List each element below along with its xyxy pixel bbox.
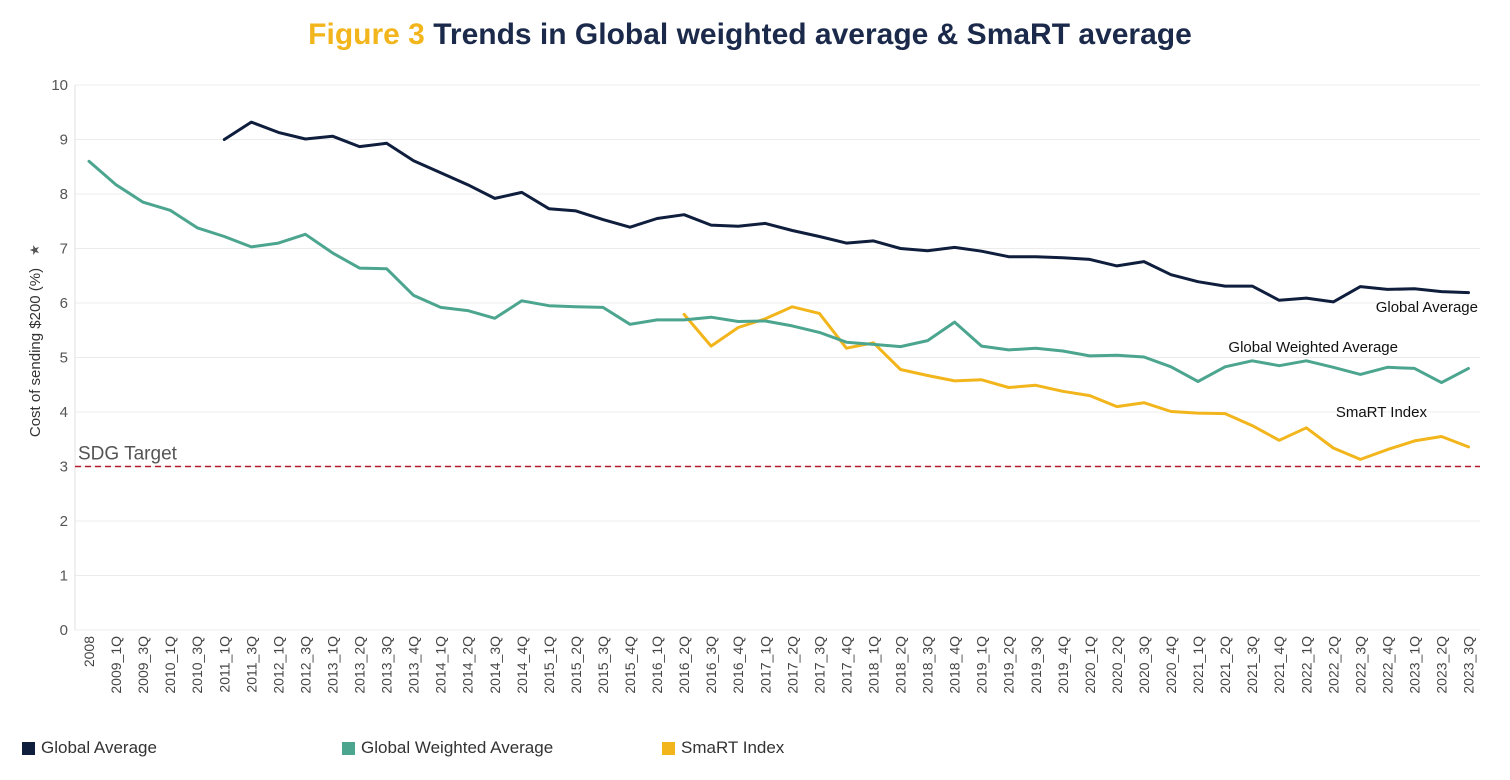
x-tick-label: 2017_4Q	[838, 636, 854, 694]
x-tick-label: 2017_1Q	[757, 636, 773, 694]
legend-swatch	[22, 741, 35, 755]
x-tick-label: 2016_1Q	[649, 636, 665, 694]
x-tick-label: 2019_1Q	[974, 636, 990, 694]
x-tick-label: 2022_3Q	[1352, 636, 1368, 694]
x-tick-label: 2016_3Q	[703, 636, 719, 694]
y-axis-label: Cost of sending $200 (%)	[27, 268, 44, 437]
x-tick-label: 2012_1Q	[270, 636, 286, 694]
x-tick-label: 2017_2Q	[784, 636, 800, 694]
x-tick-label: 2018_3Q	[920, 636, 936, 694]
y-tick-label: 10	[51, 77, 68, 94]
x-tick-label: 2019_2Q	[1001, 636, 1017, 694]
x-tick-label: 2013_4Q	[406, 636, 422, 694]
x-tick-label: 2020_3Q	[1136, 636, 1152, 694]
series-annotation: SmaRT Index	[1336, 404, 1428, 421]
x-tick-label: 2018_2Q	[893, 636, 909, 694]
x-tick-label: 2020_4Q	[1163, 636, 1179, 694]
x-tick-label: 2015_3Q	[595, 636, 611, 694]
x-tick-label: 2013_3Q	[379, 636, 395, 694]
x-tick-label: 2015_1Q	[541, 636, 557, 694]
x-tick-label: 2008	[81, 636, 97, 667]
x-tick-label: 2023_3Q	[1461, 636, 1477, 694]
legend-item-smart-index: SmaRT Index	[662, 738, 784, 758]
legend-label: SmaRT Index	[681, 738, 785, 757]
y-tick-label: 7	[60, 241, 68, 258]
x-tick-label: 2009_3Q	[135, 636, 151, 694]
figure-number: Figure 3	[308, 18, 425, 51]
x-tick-label: 2016_4Q	[730, 636, 746, 694]
legend: Global Average Global Weighted Average S…	[22, 738, 922, 764]
x-tick-label: 2019_3Q	[1028, 636, 1044, 694]
series-annotation: Global Average	[1376, 299, 1478, 316]
x-tick-label: 2015_4Q	[622, 636, 638, 694]
y-tick-label: 6	[60, 295, 68, 312]
y-tick-label: 5	[60, 350, 68, 367]
x-tick-label: 2021_2Q	[1217, 636, 1233, 694]
x-tick-label: 2023_2Q	[1434, 636, 1450, 694]
series-line-global-weighted-average	[87, 159, 1470, 385]
series-line-global-average	[222, 120, 1470, 304]
x-tick-label: 2010_1Q	[162, 636, 178, 694]
legend-item-global-average: Global Average	[22, 738, 157, 758]
x-tick-label: 2011_3Q	[243, 636, 259, 693]
x-tick-label: 2021_3Q	[1244, 636, 1260, 694]
y-tick-label: 2	[60, 513, 68, 530]
x-tick-label: 2018_1Q	[865, 636, 881, 694]
chart-title: Figure 3 Trends in Global weighted avera…	[0, 18, 1500, 52]
series-annotation: Global Weighted Average	[1228, 339, 1398, 356]
figure-title: Trends in Global weighted average & SmaR…	[433, 18, 1192, 51]
x-tick-label: 2009_1Q	[108, 636, 124, 694]
x-tick-label: 2020_1Q	[1082, 636, 1098, 694]
y-tick-label: 9	[60, 132, 68, 149]
x-tick-label: 2022_4Q	[1379, 636, 1395, 694]
y-tick-label: 0	[60, 622, 68, 639]
legend-swatch	[342, 741, 355, 755]
legend-item-global-weighted-average: Global Weighted Average	[342, 738, 553, 758]
y-tick-label: 8	[60, 186, 68, 203]
x-tick-label: 2015_2Q	[568, 636, 584, 694]
y-tick-label: 4	[60, 404, 68, 421]
x-tick-label: 2011_1Q	[216, 636, 232, 693]
x-tick-label: 2014_2Q	[460, 636, 476, 694]
series-line-smart-index	[682, 305, 1470, 461]
x-tick-label: 2016_2Q	[676, 636, 692, 694]
x-tick-label: 2021_4Q	[1271, 636, 1287, 694]
x-tick-label: 2013_2Q	[352, 636, 368, 694]
x-tick-label: 2021_1Q	[1190, 636, 1206, 694]
legend-label: Global Average	[41, 738, 157, 757]
legend-swatch	[662, 741, 675, 755]
legend-label: Global Weighted Average	[361, 738, 554, 757]
x-tick-label: 2014_4Q	[514, 636, 530, 694]
x-tick-label: 2022_2Q	[1325, 636, 1341, 694]
sdg-target-label: SDG Target	[78, 444, 178, 465]
x-tick-label: 2022_1Q	[1298, 636, 1314, 694]
x-tick-label: 2014_1Q	[433, 636, 449, 694]
x-tick-label: 2020_2Q	[1109, 636, 1125, 694]
x-tick-label: 2010_3Q	[189, 636, 205, 694]
x-tick-label: 2018_4Q	[947, 636, 963, 694]
x-tick-label: 2019_4Q	[1055, 636, 1071, 694]
x-tick-label: 2014_3Q	[487, 636, 503, 694]
pin-icon: ★	[27, 244, 42, 256]
x-tick-label: 2023_1Q	[1406, 636, 1422, 694]
y-tick-label: 3	[60, 459, 68, 476]
x-tick-label: 2013_1Q	[324, 636, 340, 694]
x-tick-label: 2017_3Q	[811, 636, 827, 694]
x-tick-label: 2012_3Q	[297, 636, 313, 694]
y-tick-label: 1	[60, 568, 68, 585]
